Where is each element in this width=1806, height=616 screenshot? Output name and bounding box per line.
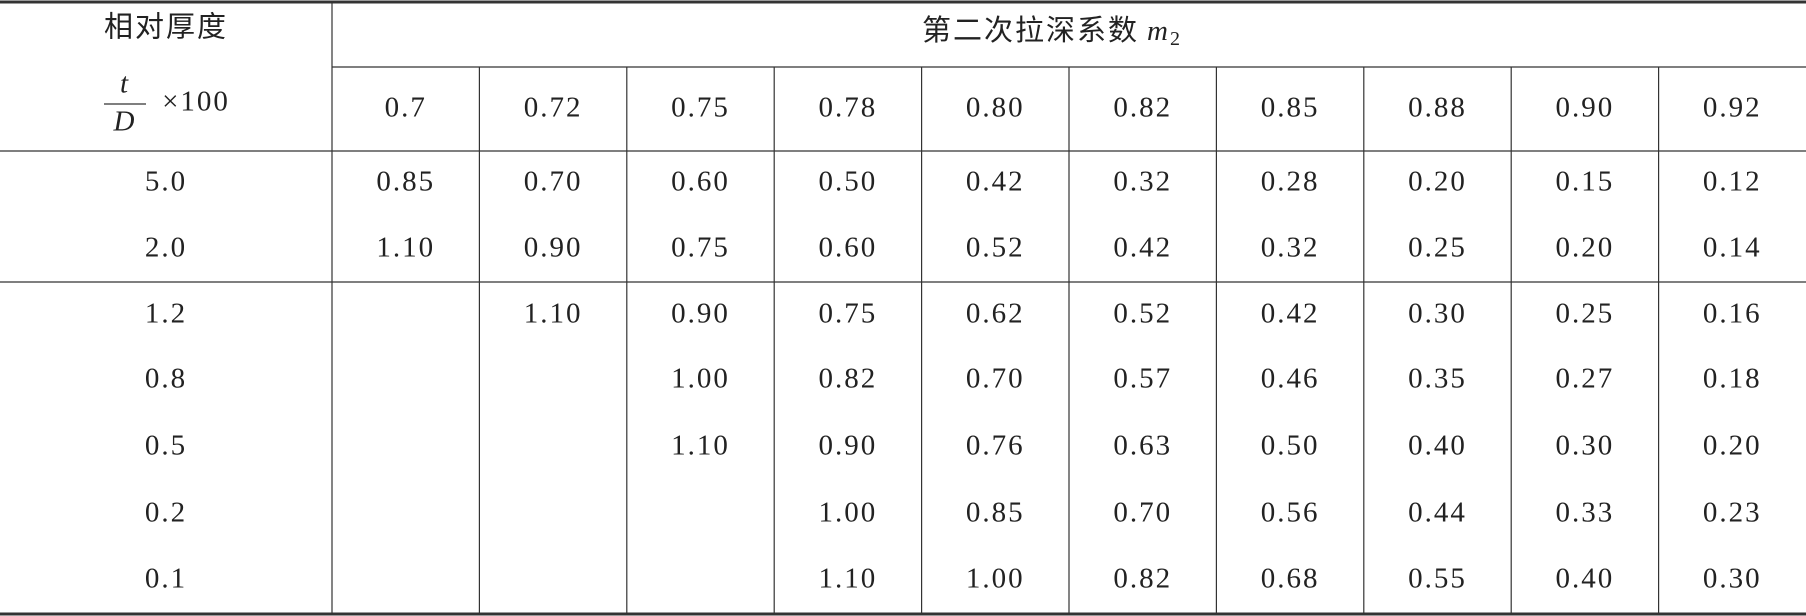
cell: 1.10 [376,232,435,264]
cell: 0.25 [1556,298,1615,330]
row-label: 1.2 [145,298,187,330]
cell: 0.70 [524,166,583,198]
cell: 0.70 [966,363,1025,395]
cell: 0.30 [1703,563,1762,595]
cell: 0.57 [1113,363,1172,395]
cell: 0.42 [966,166,1025,198]
cell: 0.30 [1556,430,1615,462]
fraction-numerator: t [120,68,130,100]
cell: 0.20 [1556,232,1615,264]
cell: 0.46 [1261,363,1320,395]
cell: 0.56 [1261,497,1320,529]
cell: 0.33 [1556,497,1615,529]
cell: 0.76 [966,430,1025,462]
group-symbol: m [1147,15,1170,47]
cell: 0.40 [1556,563,1615,595]
cell: 0.85 [966,497,1025,529]
cell: 0.90 [524,232,583,264]
column-header: 0.80 [966,92,1025,124]
cell: 0.50 [1261,430,1320,462]
cell: 0.14 [1703,232,1762,264]
cell: 0.20 [1703,430,1762,462]
column-header: 0.92 [1703,92,1762,124]
cell: 0.15 [1556,166,1615,198]
cell: 0.27 [1556,363,1615,395]
column-header: 0.75 [671,92,730,124]
cell: 0.63 [1113,430,1172,462]
row-label: 0.1 [145,563,187,595]
column-header: 0.82 [1113,92,1172,124]
row-label: 0.2 [145,497,187,529]
group-title-text: 第二次拉深系数 [922,14,1139,47]
fraction-denominator: D [113,106,137,138]
group-title: 第二次拉深系数 m2 [922,14,1182,50]
cell: 0.90 [671,298,730,330]
cell: 1.10 [819,563,878,595]
cell: 0.55 [1408,563,1467,595]
row-header: 相对厚度 [104,11,228,44]
cell: 0.23 [1703,497,1762,529]
cell: 0.60 [819,232,878,264]
cell: 0.82 [819,363,878,395]
row-label: 2.0 [145,232,187,264]
cell: 0.18 [1703,363,1762,395]
column-header: 0.7 [385,92,427,124]
cell: 0.85 [376,166,435,198]
column-header: 0.85 [1261,92,1320,124]
column-header: 0.88 [1408,92,1467,124]
cell: 0.32 [1113,166,1172,198]
column-header: 0.90 [1556,92,1615,124]
column-header: 0.72 [524,92,583,124]
cell: 0.28 [1261,166,1320,198]
cell: 0.68 [1261,563,1320,595]
cell: 0.52 [966,232,1025,264]
cell: 0.30 [1408,298,1467,330]
cell: 1.00 [671,363,730,395]
cell: 0.40 [1408,430,1467,462]
group-subscript: 2 [1170,28,1182,50]
fraction-multiplier: ×100 [162,86,230,118]
cell: 0.12 [1703,166,1762,198]
cell: 0.52 [1113,298,1172,330]
cell: 1.10 [524,298,583,330]
cell: 1.00 [966,563,1025,595]
cell: 0.90 [819,430,878,462]
cell: 0.44 [1408,497,1467,529]
cell: 0.75 [819,298,878,330]
cell: 1.10 [671,430,730,462]
cell: 0.25 [1408,232,1467,264]
row-label: 5.0 [145,166,187,198]
cell: 0.16 [1703,298,1762,330]
row-label: 0.8 [145,363,187,395]
cell: 0.82 [1113,563,1172,595]
cell: 1.00 [819,497,878,529]
cell: 0.32 [1261,232,1320,264]
cell: 0.60 [671,166,730,198]
cell: 0.20 [1408,166,1467,198]
cell: 0.50 [819,166,878,198]
cell: 0.42 [1113,232,1172,264]
cell: 0.75 [671,232,730,264]
cell: 0.35 [1408,363,1467,395]
row-label: 0.5 [145,430,187,462]
cell: 0.62 [966,298,1025,330]
column-header: 0.78 [819,92,878,124]
cell: 0.42 [1261,298,1320,330]
cell: 0.70 [1113,497,1172,529]
